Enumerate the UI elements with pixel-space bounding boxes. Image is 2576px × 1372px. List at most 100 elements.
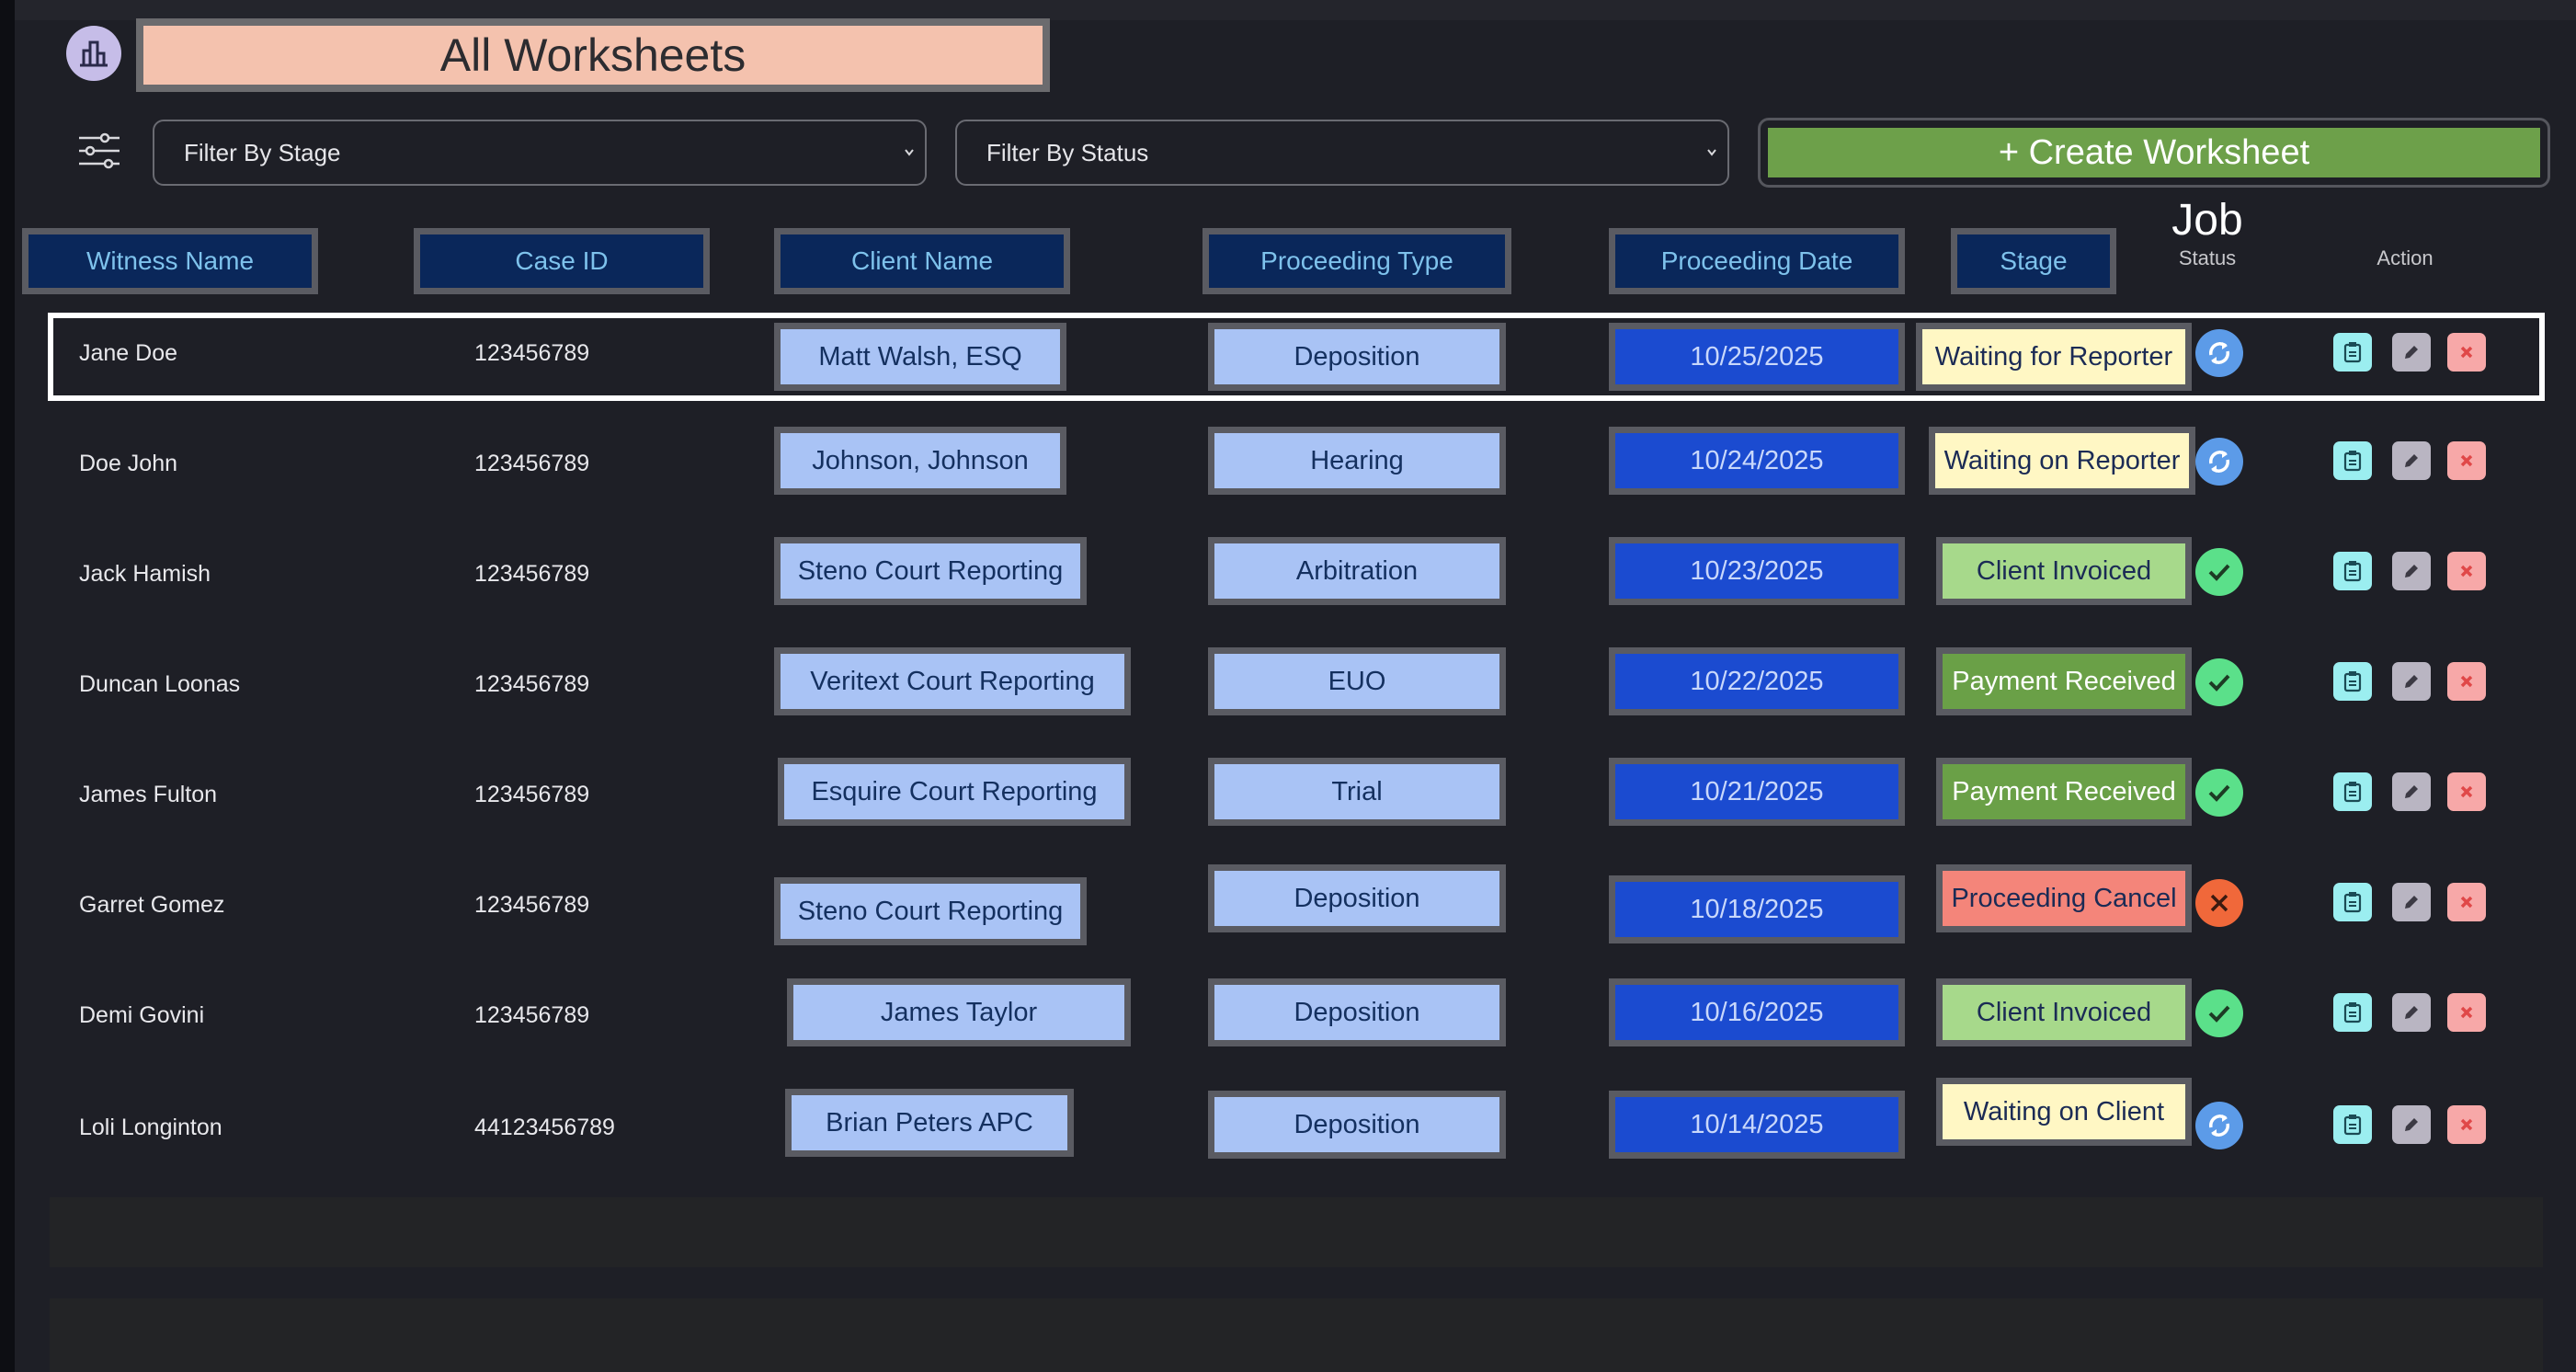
- filter-stage-label: Filter By Stage: [184, 138, 341, 166]
- page-footer: [50, 1298, 2543, 1372]
- pencil-icon[interactable]: [2392, 441, 2431, 480]
- cell-case-id: 123456789: [474, 892, 590, 918]
- table-row[interactable]: Doe John 123456789 Johnson, Johnson Hear…: [15, 425, 2576, 517]
- cell-witness: Jack Hamish: [79, 561, 211, 587]
- x-icon[interactable]: [2447, 441, 2486, 480]
- x-icon[interactable]: [2447, 993, 2486, 1032]
- cell-client[interactable]: James Taylor: [787, 978, 1131, 1046]
- table-row[interactable]: Duncan Loonas 123456789 Veritext Court R…: [15, 646, 2576, 737]
- clipboard-icon[interactable]: [2333, 772, 2372, 811]
- filter-status-select[interactable]: Filter By Status: [955, 120, 1729, 186]
- x-icon[interactable]: [2447, 662, 2486, 701]
- cell-stage: Client Invoiced: [1936, 978, 2192, 1046]
- cell-client[interactable]: Johnson, Johnson: [774, 427, 1066, 495]
- pencil-icon[interactable]: [2392, 993, 2431, 1032]
- check-icon: [2195, 989, 2243, 1037]
- cell-proceeding-date: 10/23/2025: [1609, 537, 1905, 605]
- sync-icon: [2195, 1102, 2243, 1149]
- filter-stage-select[interactable]: Filter By Stage: [153, 120, 927, 186]
- header-proceeding-date[interactable]: Proceeding Date: [1609, 228, 1905, 294]
- create-worksheet-button[interactable]: + Create Worksheet: [1758, 118, 2550, 188]
- top-strip: [15, 0, 2576, 20]
- cell-case-id: 123456789: [474, 1002, 590, 1028]
- pencil-icon[interactable]: [2392, 552, 2431, 590]
- table-row[interactable]: Garret Gomez 123456789 Steno Court Repor…: [15, 864, 2576, 958]
- clipboard-icon[interactable]: [2333, 993, 2372, 1032]
- chevron-down-icon: [1707, 149, 1716, 156]
- table-footer: [50, 1197, 2543, 1267]
- clipboard-icon[interactable]: [2333, 662, 2372, 701]
- clipboard-icon[interactable]: [2333, 552, 2372, 590]
- sliders-icon[interactable]: [77, 129, 121, 173]
- x-icon[interactable]: [2447, 1105, 2486, 1144]
- pencil-icon[interactable]: [2392, 1105, 2431, 1144]
- cell-stage: Payment Received: [1936, 647, 2192, 715]
- x-icon[interactable]: [2447, 772, 2486, 811]
- cell-proceeding-date: 10/22/2025: [1609, 647, 1905, 715]
- header-action: Action: [2377, 246, 2434, 269]
- cell-proceeding-type: Trial: [1208, 758, 1506, 826]
- cell-proceeding-date: 10/24/2025: [1609, 427, 1905, 495]
- cell-proceeding-date: 10/21/2025: [1609, 758, 1905, 826]
- cell-witness: Doe John: [79, 451, 178, 476]
- header-status: Status: [2178, 246, 2237, 269]
- header-stage[interactable]: Stage: [1951, 228, 2116, 294]
- cell-proceeding-date: 10/14/2025: [1609, 1091, 1905, 1159]
- cell-case-id: 123456789: [474, 451, 590, 476]
- cell-stage: Waiting for Reporter: [1916, 323, 2192, 391]
- cell-proceeding-date: 10/16/2025: [1609, 978, 1905, 1046]
- cell-proceeding-type: Hearing: [1208, 427, 1506, 495]
- x-icon[interactable]: [2447, 883, 2486, 921]
- cell-proceeding-type: Deposition: [1208, 323, 1506, 391]
- check-icon: [2195, 548, 2243, 596]
- cell-proceeding-type: Arbitration: [1208, 537, 1506, 605]
- cell-case-id: 123456789: [474, 671, 590, 697]
- x-icon[interactable]: [2447, 552, 2486, 590]
- clipboard-icon[interactable]: [2333, 883, 2372, 921]
- cell-case-id: 123456789: [474, 561, 590, 587]
- table-row[interactable]: Demi Govini 123456789 James Taylor Depos…: [15, 977, 2576, 1069]
- header-witness-name[interactable]: Witness Name: [22, 228, 318, 294]
- cell-proceeding-date: 10/18/2025: [1609, 875, 1905, 943]
- cell-witness: Jane Doe: [79, 340, 178, 366]
- clipboard-icon[interactable]: [2333, 1105, 2372, 1144]
- cell-witness: Loli Longinton: [79, 1115, 222, 1140]
- cell-client[interactable]: Brian Peters APC: [785, 1089, 1074, 1157]
- cell-client[interactable]: Steno Court Reporting: [774, 877, 1087, 945]
- sync-icon: [2195, 438, 2243, 486]
- header-case-id[interactable]: Case ID: [414, 228, 710, 294]
- bar-chart-icon[interactable]: [66, 26, 121, 81]
- filter-status-label: Filter By Status: [986, 138, 1149, 166]
- cell-proceeding-type: EUO: [1208, 647, 1506, 715]
- cell-witness: Demi Govini: [79, 1002, 205, 1028]
- cell-case-id: 123456789: [474, 340, 590, 366]
- cell-witness: James Fulton: [79, 782, 218, 807]
- cell-proceeding-type: Deposition: [1208, 1091, 1506, 1159]
- cell-client[interactable]: Veritext Court Reporting: [774, 647, 1131, 715]
- cell-proceeding-type: Deposition: [1208, 978, 1506, 1046]
- cell-client[interactable]: Matt Walsh, ESQ: [774, 323, 1066, 391]
- table-row[interactable]: Loli Longinton 44123456789 Brian Peters …: [15, 1078, 2576, 1179]
- check-icon: [2195, 658, 2243, 706]
- table-row[interactable]: James Fulton 123456789 Esquire Court Rep…: [15, 756, 2576, 848]
- page-title: All Worksheets: [136, 18, 1050, 92]
- cell-client[interactable]: Steno Court Reporting: [774, 537, 1087, 605]
- header-client-name[interactable]: Client Name: [774, 228, 1070, 294]
- pencil-icon[interactable]: [2392, 662, 2431, 701]
- pencil-icon[interactable]: [2392, 333, 2431, 372]
- header-job: Job: [2171, 196, 2243, 245]
- cell-witness: Garret Gomez: [79, 892, 225, 918]
- table-row[interactable]: Jack Hamish 123456789 Steno Court Report…: [15, 535, 2576, 627]
- cell-proceeding-date: 10/25/2025: [1609, 323, 1905, 391]
- cell-stage: Waiting on Reporter: [1929, 427, 2195, 495]
- table-row[interactable]: Jane Doe 123456789 Matt Walsh, ESQ Depos…: [15, 313, 2576, 406]
- pencil-icon[interactable]: [2392, 883, 2431, 921]
- page-title-text: All Worksheets: [143, 26, 1043, 85]
- pencil-icon[interactable]: [2392, 772, 2431, 811]
- cell-client[interactable]: Esquire Court Reporting: [778, 758, 1131, 826]
- clipboard-icon[interactable]: [2333, 441, 2372, 480]
- x-icon[interactable]: [2447, 333, 2486, 372]
- close-icon: [2195, 879, 2243, 927]
- clipboard-icon[interactable]: [2333, 333, 2372, 372]
- header-proceeding-type[interactable]: Proceeding Type: [1203, 228, 1511, 294]
